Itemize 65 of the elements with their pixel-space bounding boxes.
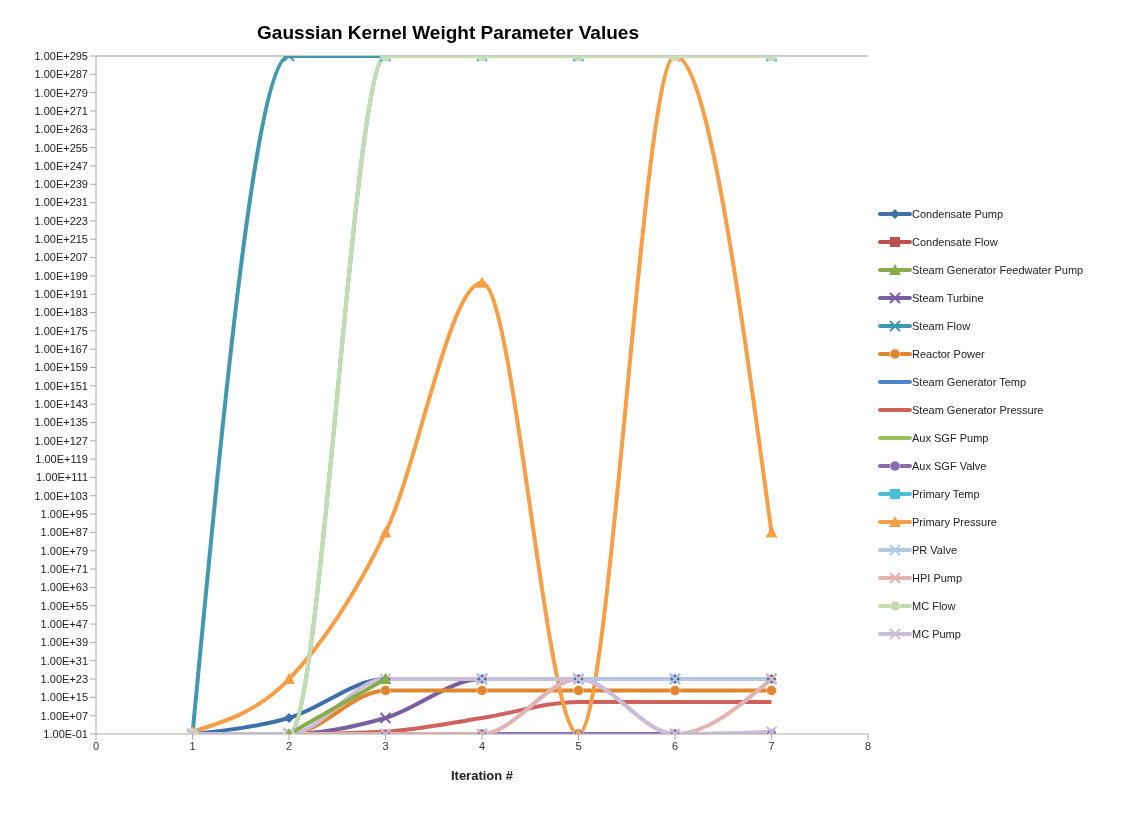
y-tick-label: 1.00E+95 bbox=[40, 508, 88, 521]
y-tick-label: 1.00E+15 bbox=[40, 691, 88, 704]
y-tick-label: 1.00E+271 bbox=[34, 104, 88, 117]
legend-label: Reactor Power bbox=[912, 348, 985, 360]
y-tick-label: 1.00E+63 bbox=[40, 581, 88, 594]
legend-label: Aux SGF Valve bbox=[912, 460, 987, 472]
legend-label: Primary Temp bbox=[912, 488, 980, 500]
x-tick-label: 1 bbox=[189, 739, 196, 752]
y-tick-label: 1.00E+159 bbox=[34, 361, 88, 374]
y-tick-label: 1.00E+279 bbox=[34, 86, 88, 99]
legend-label: MC Flow bbox=[912, 600, 956, 612]
legend-label: HPI Pump bbox=[912, 572, 963, 584]
y-tick-label: 1.00E-01 bbox=[43, 727, 88, 740]
y-tick-label: 1.00E+215 bbox=[34, 233, 88, 246]
y-tick-label: 1.00E+39 bbox=[40, 636, 88, 649]
y-tick-label: 1.00E+127 bbox=[34, 434, 88, 447]
y-tick-label: 1.00E+295 bbox=[34, 49, 88, 62]
y-tick-label: 1.00E+223 bbox=[34, 214, 88, 227]
x-tick-label: 7 bbox=[768, 739, 775, 752]
y-tick-label: 1.00E+247 bbox=[34, 159, 88, 172]
y-tick-label: 1.00E+151 bbox=[34, 379, 88, 392]
y-tick-label: 1.00E+23 bbox=[40, 672, 88, 685]
legend-label: Steam Generator Pressure bbox=[912, 404, 1044, 416]
y-tick-label: 1.00E+119 bbox=[35, 453, 88, 466]
y-tick-label: 1.00E+199 bbox=[34, 269, 88, 282]
legend-label: PR Valve bbox=[912, 544, 958, 556]
x-tick-label: 4 bbox=[478, 739, 486, 752]
y-tick-label: 1.00E+55 bbox=[40, 599, 88, 612]
y-tick-label: 1.00E+111 bbox=[36, 471, 88, 484]
chart-title: Gaussian Kernel Weight Parameter Values bbox=[256, 22, 640, 44]
y-tick-label: 1.00E+231 bbox=[34, 196, 88, 209]
x-tick-label: 5 bbox=[575, 739, 582, 752]
y-tick-label: 1.00E+239 bbox=[34, 178, 88, 191]
y-tick-label: 1.00E+167 bbox=[34, 343, 88, 356]
legend-label: Steam Generator Feedwater Pump bbox=[912, 264, 1084, 276]
y-tick-label: 1.00E+175 bbox=[34, 324, 88, 337]
legend-label: Aux SGF Pump bbox=[912, 432, 989, 444]
x-tick-label: 0 bbox=[92, 739, 100, 752]
y-tick-label: 1.00E+31 bbox=[40, 654, 88, 667]
y-tick-label: 1.00E+87 bbox=[40, 526, 88, 539]
y-tick-label: 1.00E+287 bbox=[34, 68, 88, 81]
y-tick-label: 1.00E+255 bbox=[34, 141, 88, 154]
y-tick-label: 1.00E+135 bbox=[34, 416, 88, 429]
x-tick-label: 8 bbox=[864, 739, 872, 752]
legend-label: Condensate Flow bbox=[912, 236, 998, 248]
y-tick-label: 1.00E+207 bbox=[34, 251, 88, 264]
legend-label: Steam Turbine bbox=[912, 292, 984, 304]
legend-label: MC Pump bbox=[912, 628, 961, 640]
y-tick-label: 1.00E+191 bbox=[34, 288, 88, 301]
y-tick-label: 1.00E+143 bbox=[34, 398, 88, 411]
x-axis-title: Iteration # bbox=[450, 768, 514, 783]
x-tick-label: 3 bbox=[382, 739, 389, 752]
y-tick-label: 1.00E+103 bbox=[34, 489, 88, 502]
y-tick-label: 1.00E+183 bbox=[34, 306, 88, 319]
y-tick-label: 1.00E+47 bbox=[40, 617, 88, 630]
legend-label: Condensate Pump bbox=[912, 208, 1004, 220]
y-tick-label: 1.00E+71 bbox=[40, 562, 88, 575]
y-tick-label: 1.00E+79 bbox=[40, 544, 88, 557]
x-tick-label: 2 bbox=[285, 739, 293, 752]
y-tick-label: 1.00E+263 bbox=[34, 123, 88, 136]
legend-label: Steam Flow bbox=[912, 320, 971, 332]
legend-label: Primary Pressure bbox=[912, 516, 997, 528]
y-tick-label: 1.00E+07 bbox=[40, 709, 88, 722]
legend-label: Steam Generator Temp bbox=[912, 376, 1027, 388]
x-tick-label: 6 bbox=[671, 739, 679, 752]
